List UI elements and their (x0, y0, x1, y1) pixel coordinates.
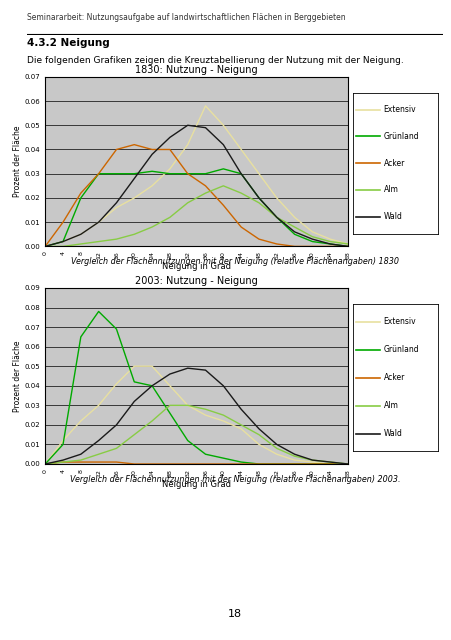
X-axis label: Neigung in Grad: Neigung in Grad (162, 262, 230, 271)
Text: Alm: Alm (382, 186, 397, 195)
Text: Wald: Wald (382, 212, 401, 221)
Title: 2003: Nutzung - Neigung: 2003: Nutzung - Neigung (135, 276, 258, 286)
Text: 4.3.2 Neigung: 4.3.2 Neigung (27, 38, 110, 49)
Text: Vergleich der Flächennutzungen mit der Neigung (relative Flächenangaben) 1830: Vergleich der Flächennutzungen mit der N… (71, 257, 398, 266)
Text: Die folgenden Grafiken zeigen die Kreuztabellierung der Nutzung mit der Neigung.: Die folgenden Grafiken zeigen die Kreuzt… (27, 56, 403, 65)
Text: Extensiv: Extensiv (382, 317, 415, 326)
Text: Grünland: Grünland (382, 345, 418, 354)
Text: Seminararbeit: Nutzungsaufgabe auf landwirtschaftlichen Flächen in Berggebieten: Seminararbeit: Nutzungsaufgabe auf landw… (27, 13, 345, 22)
Text: 18: 18 (227, 609, 242, 620)
Text: Alm: Alm (382, 401, 397, 410)
Text: Extensiv: Extensiv (382, 105, 415, 114)
Y-axis label: Prozent der Fläche: Prozent der Fläche (13, 340, 22, 412)
Y-axis label: Prozent der Fläche: Prozent der Fläche (13, 126, 22, 197)
X-axis label: Neigung in Grad: Neigung in Grad (162, 479, 230, 488)
Text: Acker: Acker (382, 373, 404, 382)
Text: Vergleich der Flächennutzungen mit der Neigung (relative Flächenangaben) 2003.: Vergleich der Flächennutzungen mit der N… (69, 475, 400, 484)
Text: Grünland: Grünland (382, 132, 418, 141)
Text: Acker: Acker (382, 159, 404, 168)
Title: 1830: Nutzung - Neigung: 1830: Nutzung - Neigung (135, 65, 258, 75)
Text: Wald: Wald (382, 429, 401, 438)
